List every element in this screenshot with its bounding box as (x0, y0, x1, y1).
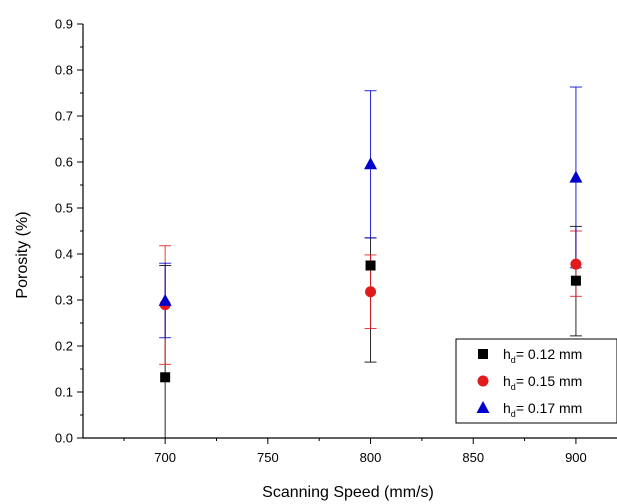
legend-label: hd= 0.15 mm (503, 373, 582, 392)
data-point (364, 157, 378, 170)
x-tick-label: 850 (462, 450, 484, 465)
legend-marker (478, 349, 488, 359)
legend-label: hd= 0.17 mm (503, 400, 582, 419)
data-point (569, 170, 583, 183)
x-tick-label: 700 (154, 450, 176, 465)
y-tick-label: 0.9 (55, 17, 73, 32)
data-point (570, 275, 581, 286)
data-point (365, 260, 376, 271)
y-tick-label: 0.7 (55, 109, 73, 124)
legend-marker (477, 375, 489, 387)
x-tick-label: 900 (565, 450, 587, 465)
y-tick-label: 0.5 (55, 201, 73, 216)
data-markers (158, 157, 583, 383)
legend-label: hd= 0.12 mm (503, 346, 582, 365)
legend: hd= 0.12 mm hd= 0.15 mm hd= 0.17 mm (455, 338, 617, 424)
y-axis-title: Porosity (%) (14, 211, 31, 298)
x-axis-title: Scanning Speed (mm/s) (262, 484, 434, 501)
x-axis-ticks: 700 750 800 850 900 (123, 438, 587, 465)
y-tick-label: 0.8 (55, 63, 73, 78)
y-tick-label: 0.1 (55, 385, 73, 400)
x-tick-label: 750 (257, 450, 279, 465)
y-axis-ticks: 0.0 0.1 0.2 0.3 0.4 0.5 0.6 0.7 0.8 0.9 (55, 17, 83, 446)
data-point (160, 372, 171, 383)
data-point (570, 258, 582, 270)
y-tick-label: 0.0 (55, 431, 73, 446)
data-point (158, 293, 172, 306)
legend-marker (476, 401, 490, 413)
y-tick-label: 0.2 (55, 339, 73, 354)
y-tick-label: 0.3 (55, 293, 73, 308)
y-tick-label: 0.4 (55, 247, 73, 262)
y-tick-label: 0.6 (55, 155, 73, 170)
data-point (365, 286, 377, 298)
x-tick-label: 800 (360, 450, 382, 465)
